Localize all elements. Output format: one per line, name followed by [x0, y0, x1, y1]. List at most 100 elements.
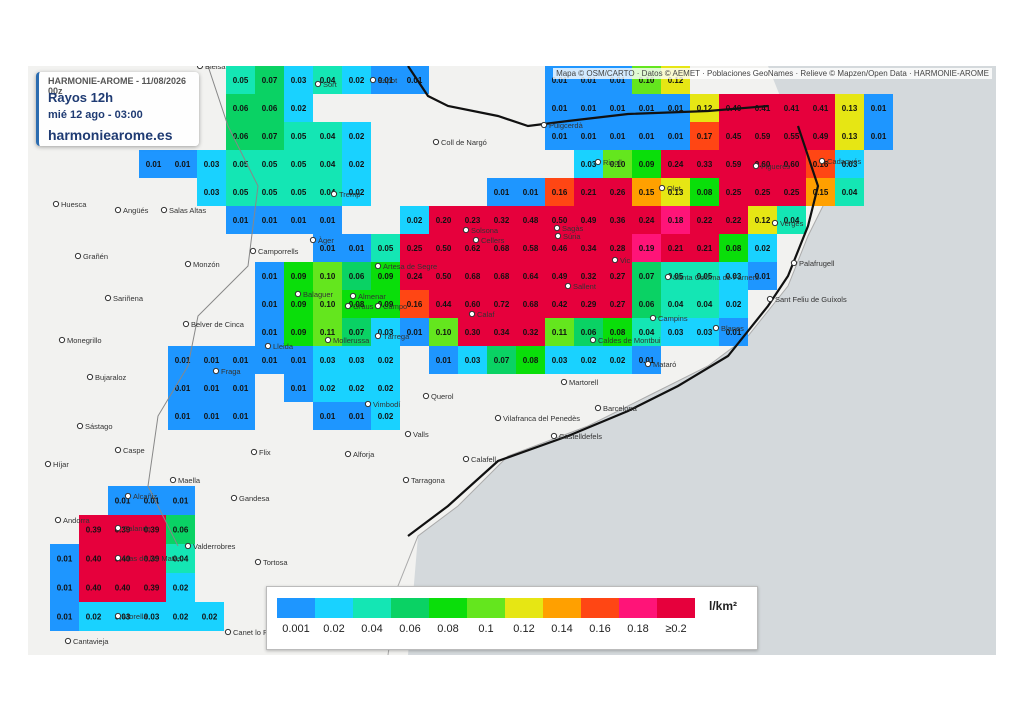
grid-value: 0.01: [204, 384, 220, 393]
legend-swatch: [505, 598, 543, 618]
city-marker: [54, 516, 62, 524]
grid-cell: [603, 206, 632, 234]
city-marker: [589, 336, 597, 344]
grid-cell: [516, 234, 545, 262]
grid-value: 0.01: [175, 356, 191, 365]
grid-cell: [719, 150, 748, 178]
grid-cell: [342, 66, 371, 94]
city-marker: [766, 295, 774, 303]
grid-cell: [255, 178, 284, 206]
grid-value: 0.26: [610, 188, 626, 197]
city-marker: [468, 310, 476, 318]
grid-value: 0.01: [204, 356, 220, 365]
grid-value: 0.02: [349, 160, 365, 169]
city-marker: [344, 302, 352, 310]
grid-cell: [516, 206, 545, 234]
city-label: Cadaqués: [827, 157, 861, 166]
grid-value: 0.22: [726, 216, 742, 225]
sw-grid-value: 0.01: [173, 497, 189, 506]
grid-cell: [255, 66, 284, 94]
grid-cell: [284, 66, 313, 94]
city-label: Salas Altas: [169, 206, 206, 215]
city-label: Lleida: [273, 342, 294, 351]
city-label: Alforja: [353, 450, 375, 459]
site-name[interactable]: harmoniearome.es: [48, 127, 173, 143]
legend-swatch: [467, 598, 505, 618]
city-label: Campo: [383, 302, 407, 311]
sw-grid-value: 0.01: [144, 497, 160, 506]
grid-value: 0.02: [349, 188, 365, 197]
sw-grid-value: 0.02: [86, 613, 102, 622]
sw-grid-cell: [108, 602, 137, 631]
grid-cell: [835, 94, 864, 122]
grid-cell: [226, 402, 255, 430]
grid-value: 0.60: [755, 160, 771, 169]
grid-cell: [342, 178, 371, 206]
grid-cell: [545, 318, 574, 346]
grid-cell: [661, 178, 690, 206]
grid-cell: [429, 262, 458, 290]
city-marker: [309, 236, 317, 244]
forecast-map[interactable]: 0.05 0.07 0.03 0.04 0.02 0.01 0.01 0.01 0.01 0.01…: [28, 66, 996, 655]
grid-cell: [226, 122, 255, 150]
grid-cell: [255, 262, 284, 290]
grid-value: 0.05: [262, 160, 278, 169]
grid-value: 0.19: [639, 244, 655, 253]
sw-grid-cell: [79, 602, 108, 631]
city-label: Flix: [259, 448, 271, 457]
sw-grid-value: 0.03: [115, 613, 131, 622]
grid-cell: [313, 402, 342, 430]
sw-grid-cell: [79, 544, 108, 573]
grid-cell: [545, 178, 574, 206]
city-label: Sant Feliu de Guíxols: [775, 295, 847, 304]
city-marker: [76, 422, 84, 430]
sw-grid-cell: [137, 544, 166, 573]
grid-cell: [458, 262, 487, 290]
map-canvas[interactable]: 0.05 0.07 0.03 0.04 0.02 0.01 0.01 0.01 0.01 0.01…: [28, 66, 996, 655]
grid-value: 0.32: [581, 272, 597, 281]
grid-cell: [632, 318, 661, 346]
city-marker: [553, 224, 561, 232]
city-marker: [104, 294, 112, 302]
city-marker: [114, 446, 122, 454]
grid-value: 0.01: [262, 272, 278, 281]
city-marker: [58, 336, 66, 344]
grid-cell: [313, 150, 342, 178]
color-legend: l/km² 0.001 0.02 0.04 0.06 0.08 0.1 0.12 0.14 0.…: [266, 586, 758, 650]
grid-value: 0.02: [610, 356, 626, 365]
city-marker: [658, 184, 666, 192]
grid-cell: [516, 262, 545, 290]
grid-value: 0.25: [784, 188, 800, 197]
grid-value: 0.01: [639, 356, 655, 365]
grid-cell: [719, 122, 748, 150]
city-marker: [644, 360, 652, 368]
grid-value: 0.02: [320, 384, 336, 393]
grid-value: 0.01: [639, 132, 655, 141]
grid-value: 0.02: [378, 384, 394, 393]
city-marker: [114, 554, 122, 562]
grid-value: 0.04: [320, 188, 336, 197]
grid-value: 0.05: [233, 76, 249, 85]
grid-cell: [545, 290, 574, 318]
grid-value: 0.01: [610, 132, 626, 141]
city-marker: [224, 628, 232, 636]
sw-grid-cell: [166, 486, 195, 515]
sw-grid-cell: [137, 573, 166, 602]
grid-value: 0.01: [668, 132, 684, 141]
city-label: Tortosa: [263, 558, 288, 567]
grid-cell: [661, 318, 690, 346]
grid-value: 0.68: [465, 272, 481, 281]
city-label: Solsona: [471, 226, 499, 235]
sw-grid-value: 0.40: [115, 584, 131, 593]
grid-value: 0.16: [552, 188, 568, 197]
grid-value: 0.03: [465, 356, 481, 365]
city-label: Caldes de Montbui: [598, 336, 661, 345]
grid-value: 0.01: [291, 356, 307, 365]
city-marker: [540, 121, 548, 129]
sw-grid-cell: [166, 602, 195, 631]
sw-grid-value: 0.40: [115, 555, 131, 564]
grid-cell: [342, 402, 371, 430]
sea-area: [408, 66, 996, 655]
grid-cell: [197, 402, 226, 430]
grid-value: 0.03: [581, 160, 597, 169]
